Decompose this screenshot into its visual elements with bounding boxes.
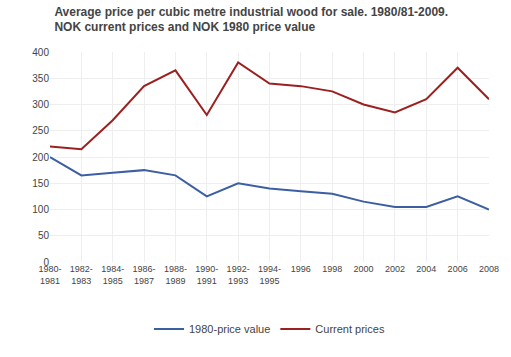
svg-text:100: 100 (32, 204, 49, 215)
svg-text:1986-1987: 1986-1987 (133, 264, 156, 286)
svg-text:1984-1985: 1984-1985 (101, 264, 124, 286)
svg-text:350: 350 (32, 73, 49, 84)
svg-text:2004: 2004 (416, 264, 436, 274)
svg-text:300: 300 (32, 99, 49, 110)
svg-text:150: 150 (32, 178, 49, 189)
svg-text:250: 250 (32, 125, 49, 136)
svg-text:1988-1989: 1988-1989 (164, 264, 187, 286)
svg-text:1998: 1998 (322, 264, 342, 274)
svg-text:2000: 2000 (354, 264, 374, 274)
svg-text:200: 200 (32, 152, 49, 163)
svg-text:0: 0 (43, 257, 49, 268)
svg-text:Average price per cubic metre: Average price per cubic metre industrial… (54, 5, 448, 35)
svg-text:50: 50 (38, 230, 50, 241)
svg-text:1990-1991: 1990-1991 (195, 264, 218, 286)
svg-text:1994-1995: 1994-1995 (258, 264, 281, 286)
svg-text:1996: 1996 (291, 264, 311, 274)
svg-text:2008: 2008 (479, 264, 499, 274)
svg-text:400: 400 (32, 47, 49, 58)
svg-text:1982-1983: 1982-1983 (70, 264, 93, 286)
svg-text:2006: 2006 (448, 264, 468, 274)
svg-text:1980-price value: 1980-price value (189, 323, 270, 335)
svg-text:1980-1981: 1980-1981 (38, 264, 61, 286)
svg-text:2002: 2002 (385, 264, 405, 274)
svg-text:1992-1993: 1992-1993 (227, 264, 250, 286)
svg-text:Current prices: Current prices (315, 323, 385, 335)
